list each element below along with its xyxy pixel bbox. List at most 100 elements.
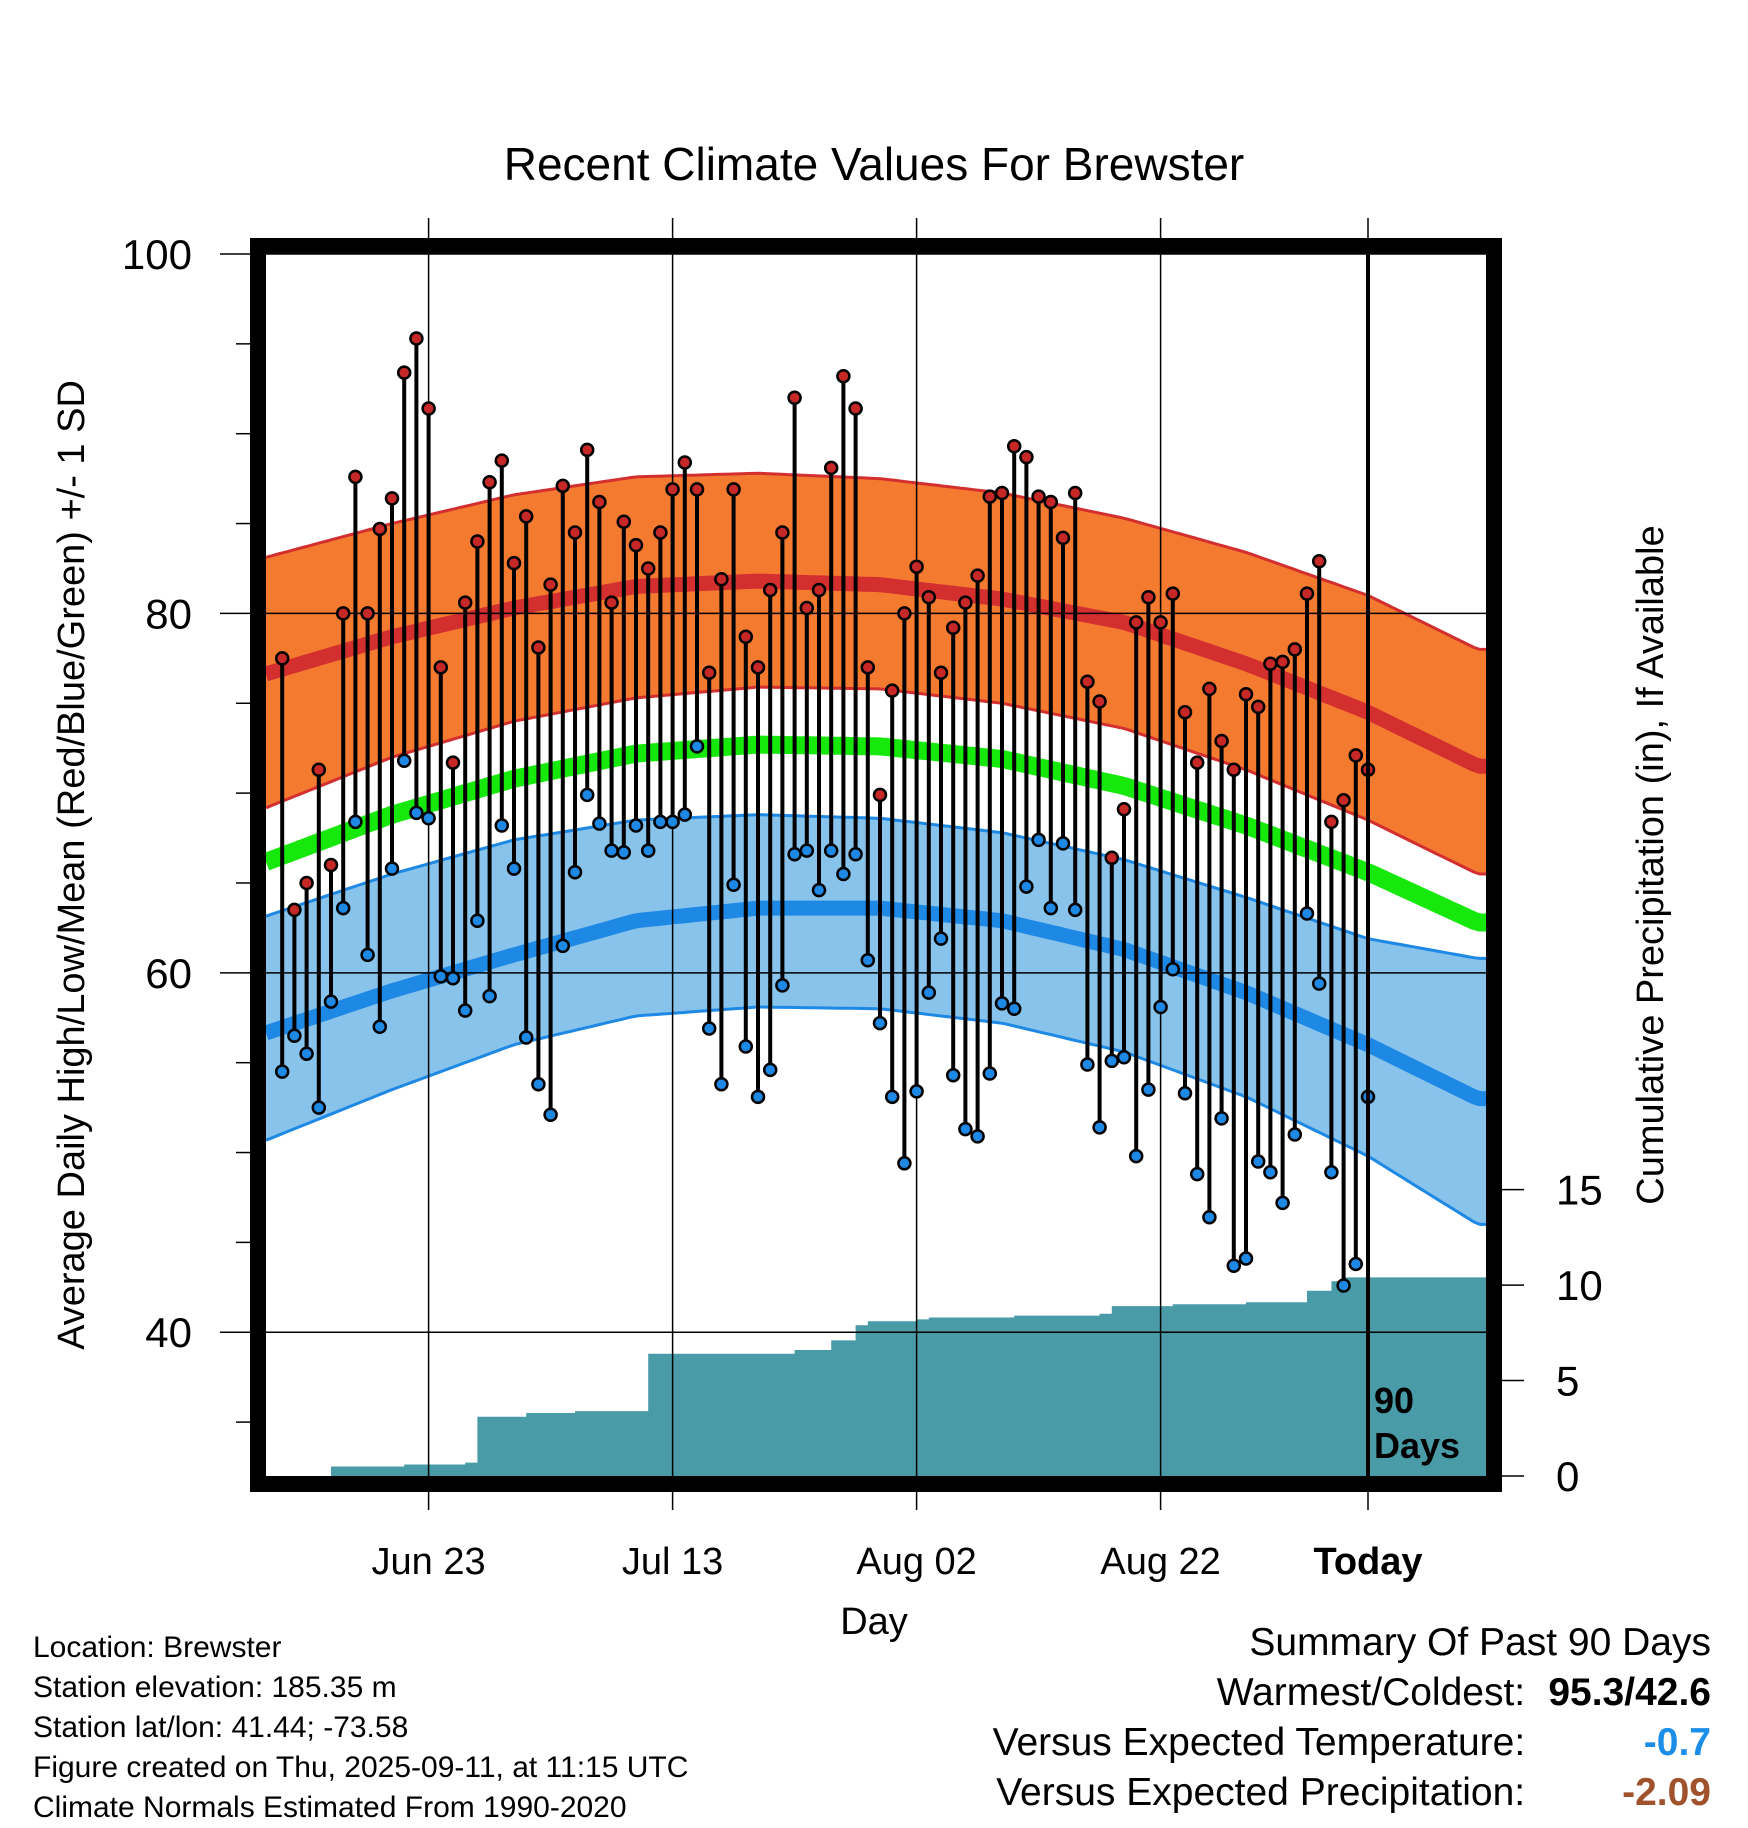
daily-low-point [1287, 1127, 1303, 1142]
daily-low-point [360, 947, 375, 963]
daily-high-point [457, 595, 473, 610]
daily-low-point [531, 1076, 546, 1092]
daily-low-point [1263, 1165, 1278, 1180]
location-text: Location: Brewster [33, 1631, 282, 1664]
daily-high-point [921, 589, 937, 605]
daily-low-point [433, 969, 449, 984]
daily-low-point [1226, 1258, 1242, 1273]
daily-high-point [1031, 489, 1046, 504]
daily-high-point [1055, 530, 1071, 546]
daily-high-point [1092, 694, 1107, 709]
elevation-text: Station elevation: 185.35 m [33, 1671, 397, 1704]
daily-high-point [689, 482, 705, 497]
daily-low-point [958, 1121, 973, 1137]
daily-low-point [811, 882, 827, 898]
y2-tick-label: 5 [1556, 1358, 1579, 1405]
daily-low-point [1238, 1251, 1254, 1266]
daily-low-point [555, 938, 571, 954]
daily-low-point [1348, 1256, 1364, 1272]
daily-high-point [555, 478, 571, 494]
daily-high-point [311, 762, 327, 778]
daily-low-point [775, 978, 790, 993]
created-text: Figure created on Thu, 2025-09-11, at 11… [33, 1751, 689, 1784]
daily-high-point [982, 489, 998, 504]
daily-high-point [579, 442, 595, 458]
daily-high-point [396, 365, 412, 380]
daily-low-point [335, 900, 351, 916]
x-tick-label: Aug 02 [856, 1541, 976, 1583]
daily-low-point [1080, 1057, 1095, 1072]
daily-low-point [640, 843, 656, 858]
today-marker-label: 90 [1374, 1380, 1414, 1421]
daily-high-point [1238, 687, 1254, 702]
daily-high-point [274, 651, 290, 666]
daily-low-point [921, 985, 937, 1000]
daily-low-point [1067, 902, 1083, 918]
daily-high-point [1214, 733, 1229, 749]
daily-low-point [1006, 1001, 1022, 1017]
high-sd-band [266, 473, 1486, 874]
daily-high-point [518, 509, 534, 524]
daily-low-point [274, 1064, 290, 1079]
daily-low-point [372, 1019, 388, 1034]
daily-low-point [750, 1089, 766, 1105]
daily-high-point [1287, 642, 1303, 657]
daily-low-point [653, 814, 668, 830]
daily-high-point [1006, 439, 1022, 454]
daily-high-point [604, 595, 619, 610]
latlon-text: Station lat/lon: 41.44; -73.58 [33, 1711, 409, 1744]
daily-high-point [1311, 554, 1327, 569]
daily-high-point [799, 600, 815, 616]
daily-high-point [1165, 586, 1181, 601]
daily-low-point [567, 864, 583, 880]
daily-low-point [384, 861, 400, 876]
chart-title: Recent Climate Values For Brewster [504, 138, 1245, 190]
summary-panel: Summary Of Past 90 Days Warmest/Coldest:… [993, 1618, 1711, 1818]
daily-high-point [1128, 615, 1144, 630]
daily-low-point [1141, 1082, 1156, 1097]
daily-low-point [421, 811, 436, 826]
daily-high-point [470, 534, 485, 549]
daily-high-point [909, 559, 924, 574]
daily-high-point [482, 474, 497, 490]
daily-high-point [1116, 802, 1132, 817]
daily-low-point [677, 807, 693, 822]
daily-high-point [1177, 705, 1193, 720]
daily-low-point [1324, 1165, 1339, 1180]
daily-high-point [531, 640, 546, 655]
y-tick-label: 100 [122, 231, 192, 278]
daily-low-point [494, 818, 510, 833]
daily-low-point [970, 1129, 985, 1144]
daily-high-point [933, 665, 949, 680]
daily-low-point [994, 996, 1010, 1011]
daily-low-point [1202, 1209, 1217, 1225]
daily-high-point [653, 525, 668, 540]
today-marker-label: Days [1374, 1425, 1460, 1466]
daily-high-point [750, 660, 766, 675]
daily-high-point [409, 331, 424, 346]
daily-high-point [897, 606, 912, 621]
daily-high-point [335, 606, 351, 621]
daily-low-point [714, 1076, 729, 1092]
daily-high-point [970, 568, 985, 583]
daily-high-point [811, 582, 827, 598]
daily-high-point [1141, 589, 1156, 605]
daily-low-point [1055, 836, 1071, 851]
daily-low-point [1031, 832, 1046, 848]
daily-high-point [543, 577, 558, 592]
daily-low-point [1116, 1050, 1132, 1065]
normals-period-text: Climate Normals Estimated From 1990-2020 [33, 1791, 627, 1824]
daily-low-point [701, 1021, 717, 1036]
daily-high-point [1324, 814, 1339, 830]
daily-low-point [1128, 1148, 1144, 1164]
precip-anomaly-row: Versus Expected Precipitation: -2.09 [993, 1768, 1711, 1818]
daily-low-point [1019, 879, 1034, 894]
plot-frame [250, 238, 1502, 1492]
daily-high-point [445, 755, 461, 770]
daily-high-point [1067, 485, 1083, 501]
daily-high-point [884, 683, 900, 698]
daily-high-point [775, 525, 790, 540]
daily-high-point [823, 460, 839, 476]
daily-high-point [494, 453, 510, 468]
